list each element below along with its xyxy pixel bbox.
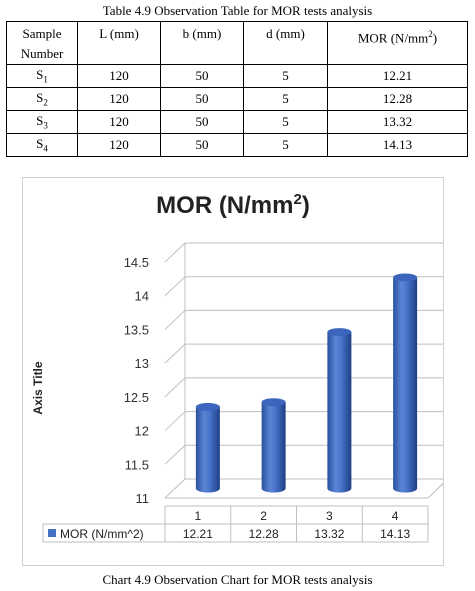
bar-cylinder [327,328,352,493]
table-row: S2 120 50 5 12.28 [6,87,468,111]
x-category-label: 1 [195,509,202,523]
cell-depth: 5 [243,133,328,157]
data-label: 12.21 [183,527,213,541]
cell-sample: S2 [6,87,78,111]
cell-breadth: 50 [160,110,244,134]
cell-sample: S4 [6,133,78,157]
bar-body [393,277,418,493]
header-sample-number: Sample Number [6,21,78,65]
bar-body [327,332,352,493]
bar-body [195,406,220,493]
sample-subscript: 2 [43,97,48,108]
cell-length: 120 [77,87,161,111]
chart-title: MOR (N/mm2) [156,191,310,219]
y-tick-label: 12.5 [124,390,149,405]
legend-key [48,529,56,537]
sample-letter: S [36,136,44,152]
x-category-label: 2 [260,509,267,523]
cell-depth: 5 [243,110,328,134]
bar-cylinder [195,402,220,493]
cell-mor: 14.13 [327,133,468,157]
header-length: L (mm) [77,21,161,65]
gridline [164,242,448,263]
cell-mor: 12.28 [327,87,468,111]
data-label: 12.28 [249,527,279,541]
y-tick-label: 11.5 [125,457,149,472]
table-row: S1 120 50 5 12.21 [6,64,468,88]
data-label: 14.13 [380,527,410,541]
sample-letter: S [36,113,44,129]
cell-mor: 12.21 [327,64,468,88]
sample-letter: S [36,90,44,106]
sample-subscript: 3 [43,120,48,131]
sample-letter: S [36,67,44,83]
y-tick-label: 12 [135,424,149,439]
header-mor: MOR (N/mm2) [327,21,468,65]
table-row: S4 120 50 5 14.13 [6,133,468,157]
table-header-row: Sample Number L (mm) b (mm) d (mm) MOR (… [6,21,468,65]
cell-mor: 13.32 [327,110,468,134]
cell-length: 120 [77,64,161,88]
y-tick-label: 14.5 [124,255,149,270]
cell-breadth: 50 [160,133,244,157]
bar-top [393,273,418,282]
header-breadth: b (mm) [160,21,244,65]
cell-breadth: 50 [160,64,244,88]
chart-bars [195,273,418,493]
cell-sample: S1 [6,64,78,88]
table-row: S3 120 50 5 13.32 [6,110,468,134]
chart-area: MOR (N/mm2) Axis Title 11 11.5 12 12.5 13 13.… [22,177,449,566]
cell-sample: S3 [6,110,78,134]
y-tick-label: 13.5 [124,322,149,337]
header-mor-sup: 2 [428,29,433,39]
bar-cylinder [393,273,418,493]
y-axis-title: Axis Title [31,361,45,414]
chart-caption: Chart 4.9 Observation Chart for MOR test… [102,572,373,587]
header-mor-suffix: ) [432,30,438,46]
header-depth: d (mm) [243,21,328,65]
sample-subscript: 4 [43,143,48,154]
y-tick-label: 14 [135,289,149,304]
y-axis-ticks: 11 11.5 12 12.5 13 13.5 14 14.5 [124,255,149,506]
cell-depth: 5 [243,64,328,88]
header-sample-line1: Sample [22,26,62,41]
cell-length: 120 [77,110,161,134]
floor-side-edge [427,478,449,499]
chart-data-table: 1 2 3 4 12.21 12.28 13.32 14.13 MOR (N/mm^2) [42,505,429,543]
cell-length: 120 [77,133,161,157]
bar-top [195,402,220,411]
bar-body [261,402,286,493]
data-label: 13.32 [314,527,344,541]
y-tick-label: 13 [135,356,149,371]
observation-table: Sample Number L (mm) b (mm) d (mm) MOR (… [6,21,468,157]
y-tick-label: 11 [136,491,150,506]
bar-cylinder [261,398,286,493]
x-category-label: 4 [392,509,399,523]
bar-top [261,398,286,407]
mor-chart: MOR (N/mm2) Axis Title 1111.51212.51313.… [31,191,449,543]
table-caption: Table 4.9 Observation Table for MOR test… [102,3,373,18]
legend-label: MOR (N/mm^2) [60,527,144,541]
header-mor-prefix: MOR (N/mm [357,30,429,46]
sample-subscript: 1 [43,74,48,85]
cell-breadth: 50 [160,87,244,111]
header-sample-line2: Number [20,46,64,61]
x-category-label: 3 [326,509,333,523]
bar-top [327,328,352,337]
cell-depth: 5 [243,87,328,111]
